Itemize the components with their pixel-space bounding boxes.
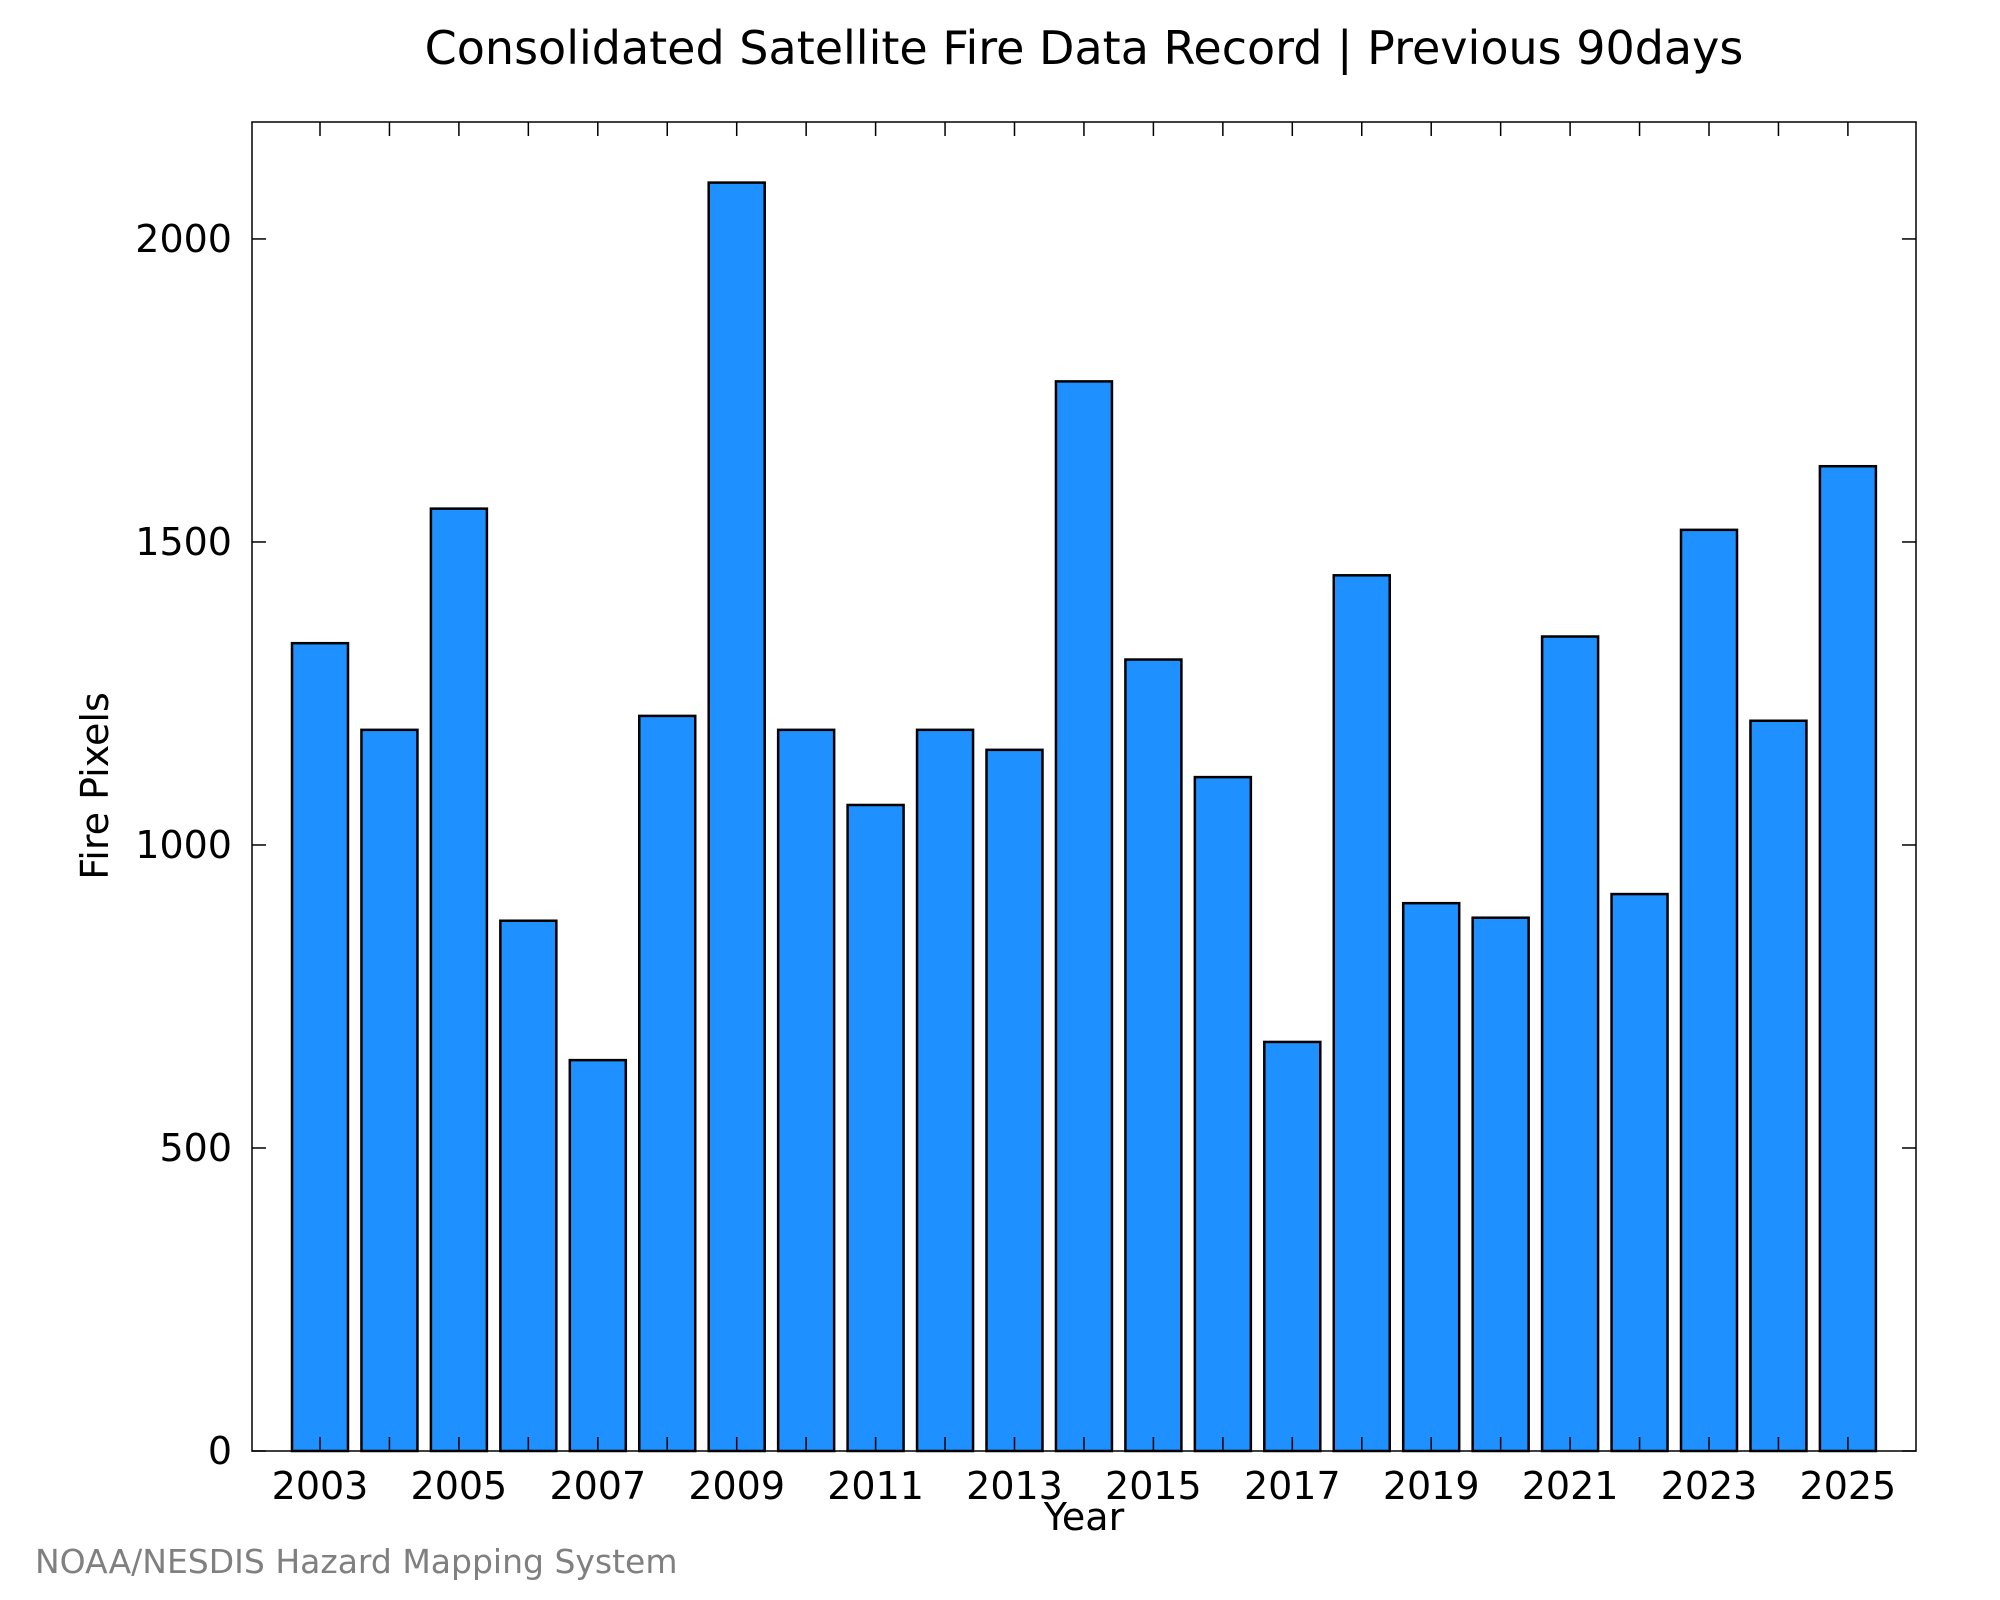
x-tick-label: 2011 xyxy=(827,1464,924,1508)
bar-2018 xyxy=(1332,574,1391,1453)
bar-2024 xyxy=(1749,719,1808,1453)
x-tick-label: 2025 xyxy=(1800,1464,1897,1508)
x-tick-label: 2013 xyxy=(966,1464,1063,1508)
x-tick-label: 2021 xyxy=(1522,1464,1619,1508)
bar-2023 xyxy=(1679,528,1739,1453)
y-tick-label: 1500 xyxy=(135,520,232,564)
bar-2025 xyxy=(1818,464,1878,1453)
bar-2007 xyxy=(568,1058,628,1453)
x-tick-label: 2009 xyxy=(688,1464,785,1508)
x-tick-label: 2005 xyxy=(411,1464,508,1508)
plot-frame xyxy=(251,121,1917,1452)
bar-2017 xyxy=(1263,1040,1322,1453)
bar-2021 xyxy=(1540,635,1600,1453)
bar-2010 xyxy=(776,728,836,1453)
bar-2020 xyxy=(1471,916,1530,1453)
credit-text: NOAA/NESDIS Hazard Mapping System xyxy=(35,1542,678,1581)
bar-2019 xyxy=(1401,901,1461,1453)
bar-2014 xyxy=(1054,380,1114,1453)
x-tick-label: 2017 xyxy=(1244,1464,1341,1508)
x-tick-label: 2003 xyxy=(272,1464,369,1508)
ticks-layer: 0 500 1000 1500 2000 2003 2005 2007 2009 2011 2013… xyxy=(135,122,1916,1508)
y-tick-label: 0 xyxy=(208,1429,232,1473)
bar-2016 xyxy=(1193,775,1253,1453)
bar-2011 xyxy=(846,803,905,1453)
x-tick-label: 2023 xyxy=(1661,1464,1758,1508)
bar-2008 xyxy=(638,714,697,1453)
bar-2009 xyxy=(707,181,766,1453)
y-tick-label: 500 xyxy=(159,1126,232,1170)
x-axis-label: Year xyxy=(1043,1495,1125,1539)
bar-2006 xyxy=(499,919,558,1453)
bar-2003 xyxy=(290,641,350,1453)
y-tick-label: 2000 xyxy=(135,217,232,261)
bar-2004 xyxy=(360,728,419,1453)
bar-2022 xyxy=(1610,892,1669,1453)
y-tick-label: 1000 xyxy=(135,823,232,867)
bars-layer xyxy=(290,181,1878,1453)
bar-2012 xyxy=(915,728,975,1453)
x-tick-label: 2015 xyxy=(1105,1464,1202,1508)
y-axis-label: Fire Pixels xyxy=(73,692,117,880)
chart-title: Consolidated Satellite Fire Data Record … xyxy=(425,21,1744,76)
bar-2013 xyxy=(985,748,1044,1453)
bar-2005 xyxy=(429,507,489,1453)
bar-2015 xyxy=(1124,658,1183,1453)
x-tick-label: 2019 xyxy=(1383,1464,1480,1508)
x-tick-label: 2007 xyxy=(549,1464,646,1508)
